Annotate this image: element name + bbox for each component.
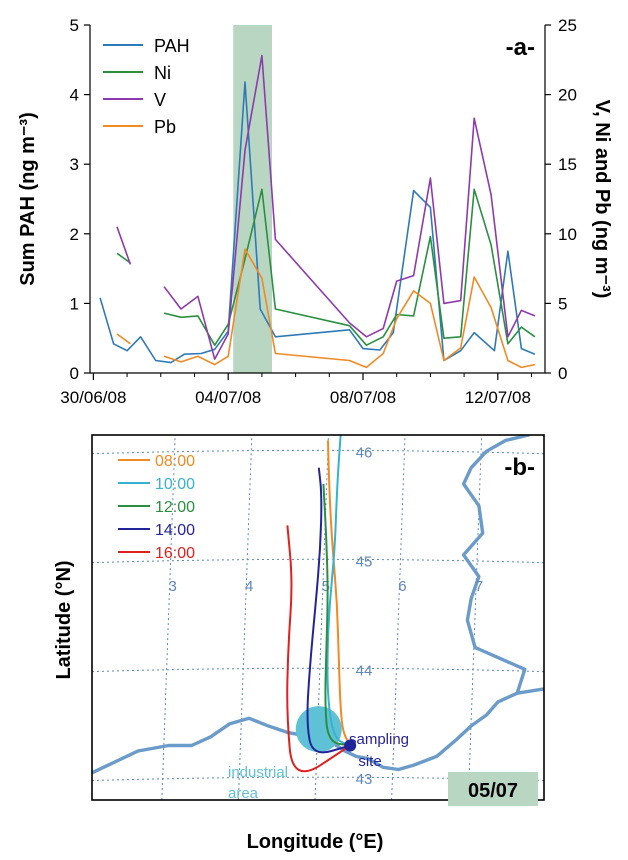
sampling-site-label: sampling [349, 731, 409, 748]
sampling-site-marker [344, 739, 357, 752]
trajectory-1400 [306, 467, 351, 754]
longitude-label: 6 [398, 578, 406, 595]
right-tick-label: 10 [558, 225, 577, 244]
legend-label-0800: 08:00 [155, 453, 195, 470]
industrial-area-label-line2: area [228, 785, 259, 802]
legend-label-ni: Ni [154, 63, 171, 83]
left-tick-label: 0 [70, 364, 79, 383]
x-tick-label: 12/07/08 [465, 388, 531, 407]
series-pb-line-1 [163, 248, 536, 369]
map-x-axis-title: Longitude (°E) [247, 831, 384, 853]
trajectory-1600 [286, 525, 351, 773]
legend-label-1000: 10:00 [155, 476, 195, 493]
longitude-gridline [391, 435, 406, 800]
border-line [461, 435, 531, 695]
latitude-gridline [92, 558, 544, 564]
latitude-gridline [92, 667, 544, 673]
coastline [92, 687, 544, 775]
legend-label-1600: 16:00 [155, 545, 195, 562]
series-ni-line-0 [116, 252, 131, 264]
left-axis-title: Sum PAH (ng m⁻³) [17, 112, 39, 286]
series-ni-line-1 [163, 188, 536, 346]
series-lines [99, 54, 536, 369]
series-pah-line-0 [99, 81, 536, 364]
right-ticks: 0 5 10 15 20 25 [545, 16, 577, 383]
series-v-line-1 [163, 54, 536, 360]
series-v-line-0 [116, 226, 132, 265]
trajectory-1000 [326, 435, 351, 747]
right-tick-label: 25 [558, 16, 577, 35]
x-tick-label: 30/06/08 [60, 388, 126, 407]
x-ticks: 30/06/08 04/07/08 08/07/08 12/07/08 [60, 373, 533, 407]
longitude-gridline [467, 435, 483, 800]
legend-label-pb: Pb [154, 117, 176, 137]
right-tick-label: 20 [558, 86, 577, 105]
industrial-area-label: industrial [228, 764, 288, 781]
longitude-label: 3 [168, 578, 176, 595]
left-tick-label: 4 [70, 86, 79, 105]
longitude-label: 5 [322, 578, 330, 595]
legend: PAH Ni V Pb [103, 36, 190, 137]
date-badge-text: 05/07 [468, 780, 518, 802]
left-tick-label: 3 [70, 155, 79, 174]
series-pb-line-0 [116, 333, 131, 345]
left-tick-label: 1 [70, 294, 79, 313]
trajectory-1200 [322, 483, 351, 747]
trajectories [286, 435, 352, 773]
x-tick-label: 08/07/08 [330, 388, 396, 407]
date-badge [448, 772, 538, 806]
latitude-label: 46 [356, 444, 373, 461]
longitude-label: 7 [475, 578, 483, 595]
latitude-label: 43 [356, 771, 373, 788]
right-tick-label: 5 [558, 294, 567, 313]
panel-b-label: -b- [504, 454, 535, 481]
map-frame [91, 434, 545, 801]
trajectory-legend: 08:00 10:00 12:00 14:00 16:00 [118, 453, 195, 562]
latitude-label: 45 [356, 553, 373, 570]
panel-a-label: -a- [506, 34, 535, 61]
legend-label-1200: 12:00 [155, 499, 195, 516]
trajectory-0800 [327, 440, 352, 746]
latitude-gridline [92, 449, 544, 455]
legend-label-pah: PAH [154, 36, 190, 56]
x-tick-label: 04/07/08 [195, 388, 261, 407]
legend-label-1400: 14:00 [155, 522, 195, 539]
right-tick-label: 15 [558, 155, 577, 174]
longitude-gridline [237, 435, 253, 800]
right-axis-title: V, Ni and Pb (ng m⁻³) [591, 100, 613, 299]
legend-label-v: V [154, 90, 166, 110]
industrial-area-marker [295, 706, 342, 753]
panel-a: 0 1 2 3 4 5 0 5 10 15 20 25 30/06/08 04/07/08 08/07/… [17, 16, 613, 407]
longitude-gridline [161, 435, 176, 800]
sampling-site-label-line2: site [358, 753, 381, 770]
map-y-axis-title: Latitude (°N) [53, 560, 75, 679]
left-tick-label: 2 [70, 225, 79, 244]
latitude-label: 44 [356, 662, 373, 679]
latitude-gridline [92, 776, 544, 782]
longitude-label: 4 [245, 578, 253, 595]
left-ticks: 0 1 2 3 4 5 [70, 16, 90, 383]
right-tick-label: 0 [558, 364, 567, 383]
left-tick-label: 5 [70, 16, 79, 35]
